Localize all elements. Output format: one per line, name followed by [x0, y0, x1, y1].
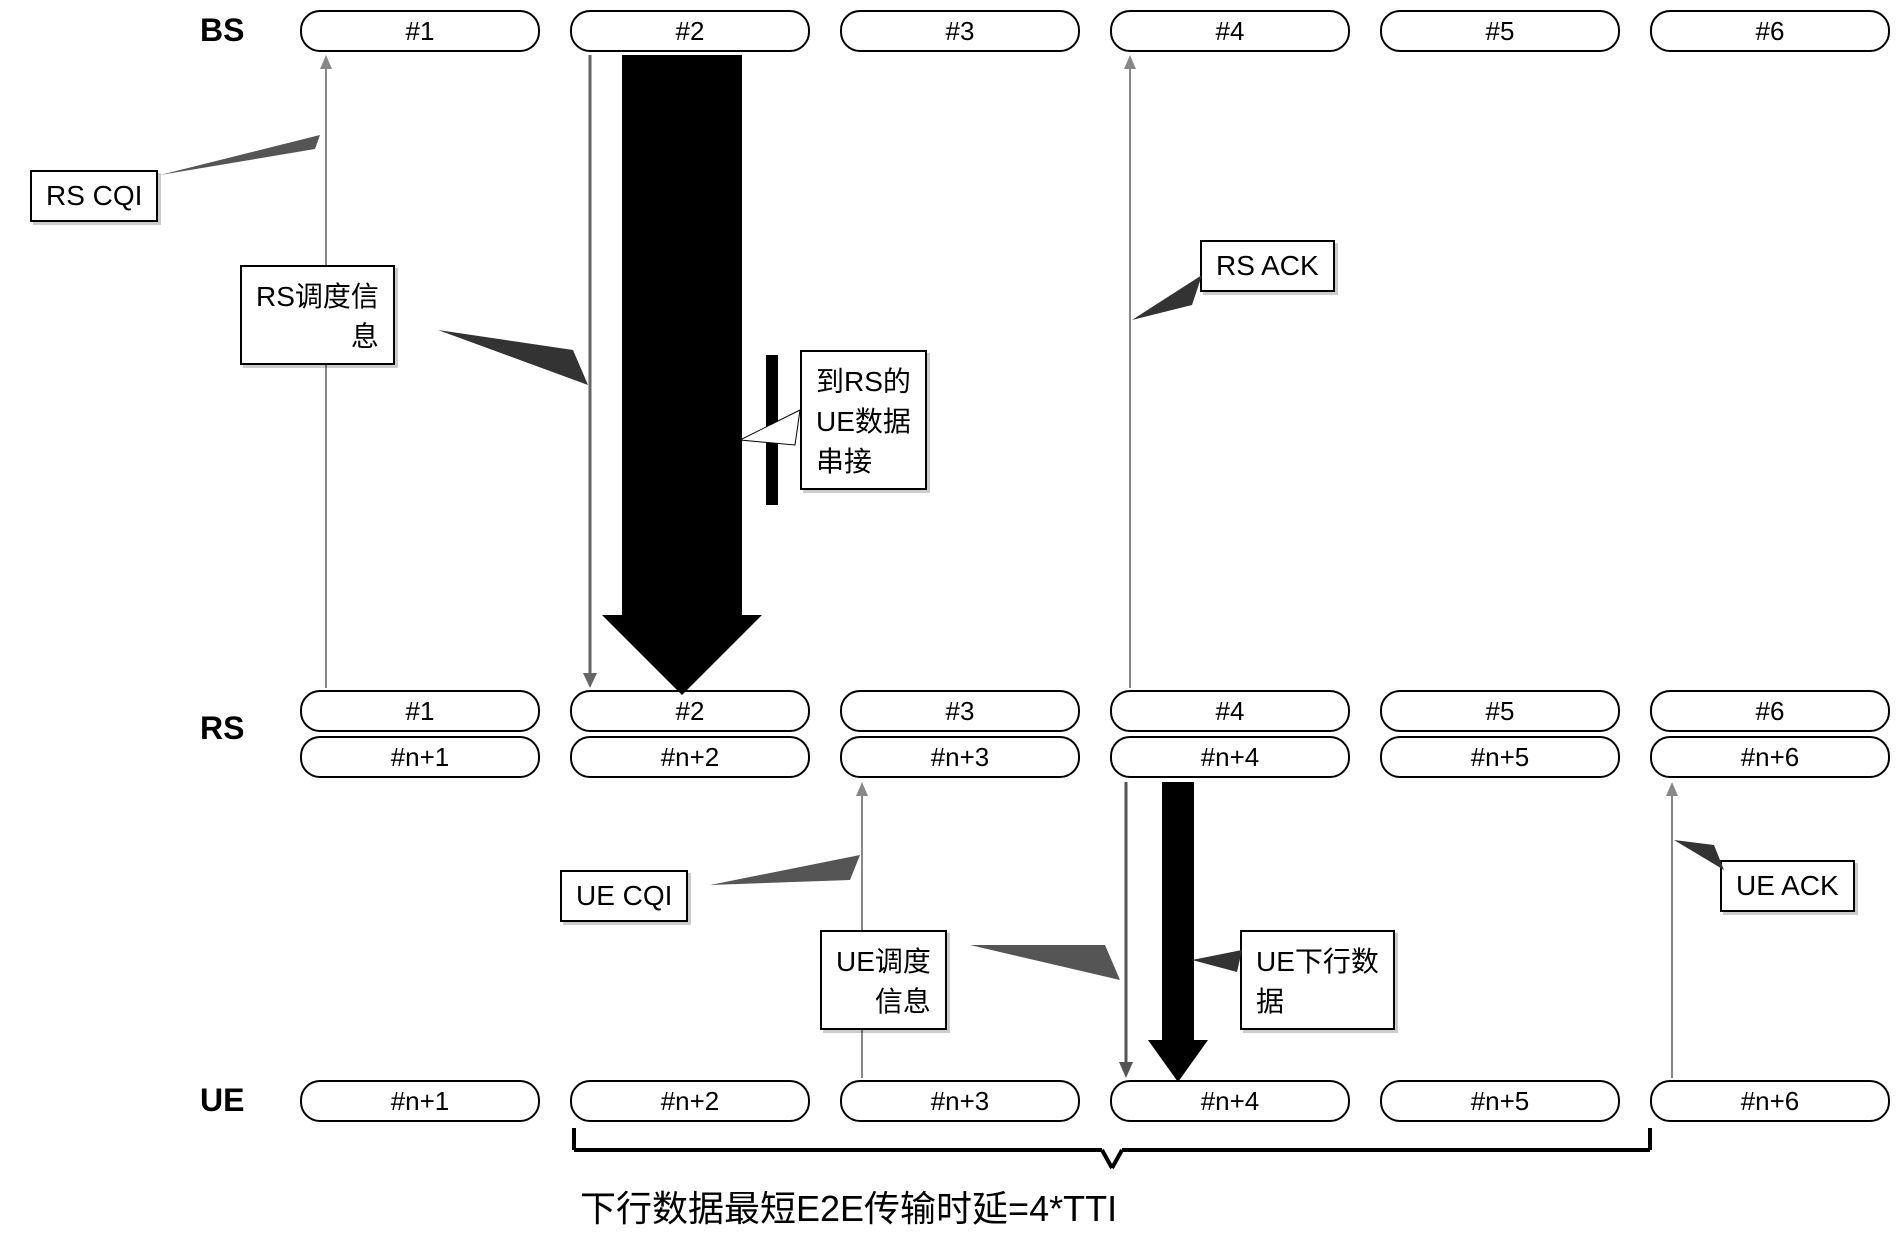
bs-label: BS: [200, 12, 244, 49]
rs-bot-slot-5: #n+5: [1380, 736, 1620, 778]
delay-bracket: [572, 1128, 1652, 1178]
rs-bot-slot-3: #n+3: [840, 736, 1080, 778]
rs-bot-slot-4: #n+4: [1110, 736, 1350, 778]
rs-top-slot-1: #1: [300, 690, 540, 732]
ue-sched-callout: UE调度 信息: [820, 930, 947, 1030]
rs-sched-callout-tail: [438, 330, 598, 400]
rs-ack-callout-tail: [1132, 275, 1212, 335]
ue-ack-callout-tail: [1674, 840, 1734, 880]
ue-data-arrow: [1148, 782, 1208, 1082]
bs-slot-4: #4: [1110, 10, 1350, 52]
rs-ack-arrow: [1122, 55, 1138, 688]
rs-bot-slot-2: #n+2: [570, 736, 810, 778]
ue-ack-callout: UE ACK: [1720, 860, 1855, 912]
ue-slot-3: #n+3: [840, 1080, 1080, 1122]
bs-slot-1: #1: [300, 10, 540, 52]
rs-top-slot-6: #6: [1650, 690, 1890, 732]
rs-data-callout: 到RS的 UE数据 串接: [800, 350, 927, 490]
rs-data-callout-tail: [740, 400, 810, 460]
ue-data-callout-tail: [1192, 940, 1252, 980]
rs-cqi-callout: RS CQI: [30, 170, 158, 222]
bs-slot-3: #3: [840, 10, 1080, 52]
ue-slot-5: #n+5: [1380, 1080, 1620, 1122]
rs-bot-slot-6: #n+6: [1650, 736, 1890, 778]
rs-bot-slot-1: #n+1: [300, 736, 540, 778]
rs-top-slot-2: #2: [570, 690, 810, 732]
rs-top-slot-5: #5: [1380, 690, 1620, 732]
ue-cqi-callout: UE CQI: [560, 870, 688, 922]
rs-data-big-arrow: [602, 55, 772, 695]
ue-sched-callout-tail: [970, 935, 1130, 995]
rs-top-slot-3: #3: [840, 690, 1080, 732]
ue-data-callout: UE下行数 据: [1240, 930, 1395, 1030]
ue-cqi-callout-tail: [710, 855, 870, 905]
ue-sched-arrow: [1118, 782, 1134, 1078]
rs-cqi-callout-tail: [160, 135, 330, 185]
bs-slot-2: #2: [570, 10, 810, 52]
ue-slot-2: #n+2: [570, 1080, 810, 1122]
ue-ack-arrow: [1664, 782, 1680, 1078]
rs-top-slot-4: #4: [1110, 690, 1350, 732]
rs-label: RS: [200, 710, 244, 747]
rs-sched-callout: RS调度信 息: [240, 265, 395, 365]
delay-caption: 下行数据最短E2E传输时延=4*TTI: [580, 1180, 1117, 1232]
ue-slot-4: #n+4: [1110, 1080, 1350, 1122]
bs-slot-6: #6: [1650, 10, 1890, 52]
bs-slot-5: #5: [1380, 10, 1620, 52]
ue-slot-1: #n+1: [300, 1080, 540, 1122]
ue-label: UE: [200, 1082, 244, 1119]
ue-slot-6: #n+6: [1650, 1080, 1890, 1122]
rs-ack-callout: RS ACK: [1200, 240, 1335, 292]
